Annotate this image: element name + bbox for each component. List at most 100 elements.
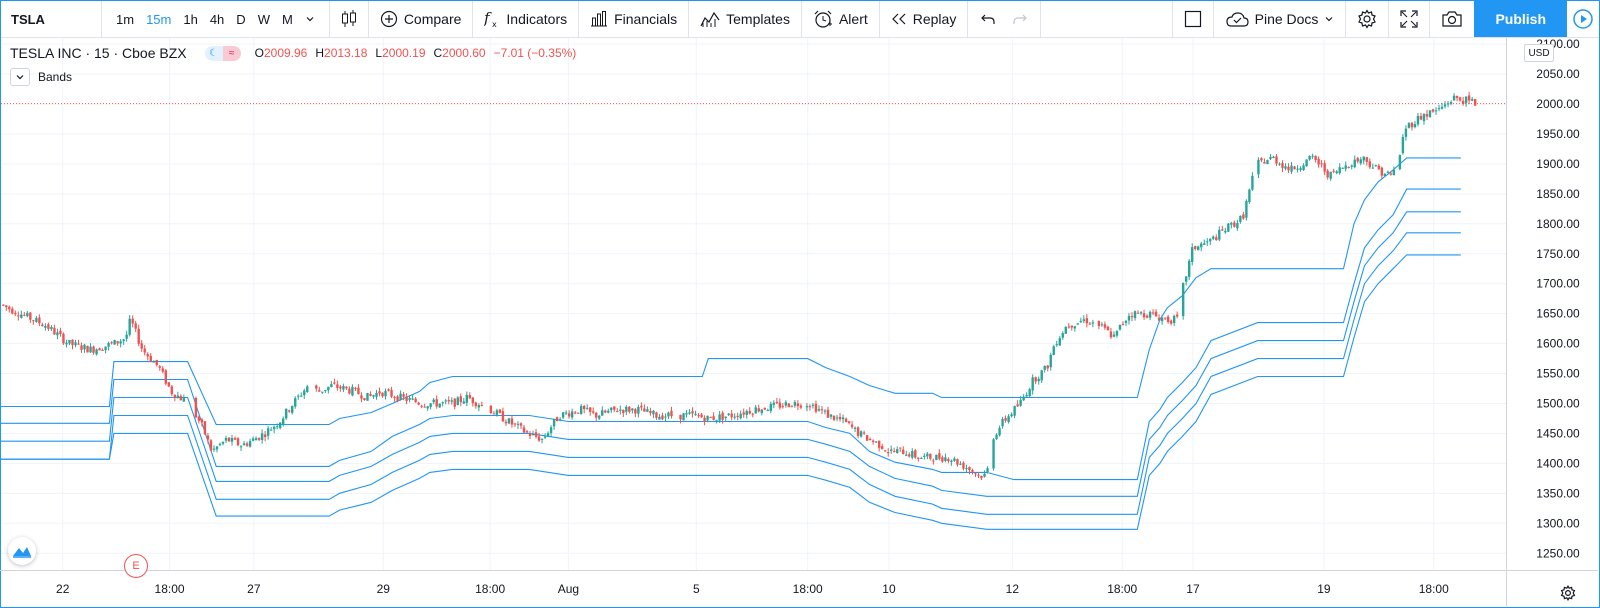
candle xyxy=(682,412,685,421)
candle xyxy=(977,472,980,479)
candle xyxy=(1473,98,1477,107)
redo-button[interactable] xyxy=(1004,1,1040,37)
series-title[interactable]: TESLA INC · 15 · Cboe BZX xyxy=(10,45,187,61)
candle xyxy=(1230,221,1233,229)
candle xyxy=(119,338,122,348)
interval-15m[interactable]: 15m xyxy=(146,11,172,27)
interval-4h[interactable]: 4h xyxy=(209,11,225,27)
candle xyxy=(390,386,393,399)
candle xyxy=(1194,245,1197,251)
earnings-marker[interactable]: E xyxy=(124,554,148,578)
interval-d[interactable]: D xyxy=(236,11,246,27)
candle xyxy=(730,409,733,421)
symbol-search[interactable]: TSLA xyxy=(11,11,45,27)
band-line-1 xyxy=(1,157,1461,426)
snapshot-button[interactable] xyxy=(1430,1,1474,37)
candle xyxy=(649,407,652,416)
fullscreen-button[interactable] xyxy=(1389,1,1429,37)
chevron-down-icon[interactable] xyxy=(299,12,321,27)
candle xyxy=(131,315,134,328)
candle xyxy=(1299,166,1302,172)
candle xyxy=(215,445,219,453)
x-tick-label: 18:00 xyxy=(475,582,505,596)
candle xyxy=(1245,199,1248,221)
interval-1h[interactable]: 1h xyxy=(183,11,198,27)
y-tick-label: 1900.00 xyxy=(1536,157,1580,171)
y-tick-label: 2000.00 xyxy=(1536,97,1580,111)
time-axis: 22 18:00 27 29 18:00 Aug 5 18:00 10 12 18:00 17 19 18… xyxy=(0,570,1598,596)
publish-button[interactable]: Publish xyxy=(1474,1,1567,37)
candle xyxy=(944,453,947,463)
candle xyxy=(146,352,149,361)
candle xyxy=(179,394,183,401)
candle xyxy=(1184,276,1188,286)
collapse-legend-button[interactable] xyxy=(10,68,30,86)
scale-settings-button[interactable] xyxy=(1560,585,1576,606)
compare-button[interactable]: Compare xyxy=(369,1,473,37)
candle xyxy=(841,414,845,424)
alert-button[interactable]: Alert xyxy=(802,1,879,37)
candle xyxy=(1145,314,1149,319)
replay-button[interactable]: Replay xyxy=(880,1,968,37)
candle xyxy=(865,434,869,441)
layout-button[interactable] xyxy=(1173,1,1213,37)
redo-icon xyxy=(1012,12,1028,26)
currency-label[interactable]: USD xyxy=(1524,44,1554,62)
y-tick-label: 2050.00 xyxy=(1536,67,1580,81)
candle xyxy=(679,414,682,424)
candle xyxy=(1076,323,1080,325)
candle xyxy=(1224,227,1227,234)
candle xyxy=(1010,412,1013,418)
candle xyxy=(1019,396,1022,407)
interval-1m[interactable]: 1m xyxy=(116,11,135,27)
templates-label: Templates xyxy=(726,11,790,27)
settings-button[interactable] xyxy=(1346,1,1388,37)
alarm-clock-icon xyxy=(813,9,833,29)
candle xyxy=(8,305,11,313)
candle xyxy=(1172,314,1176,327)
templates-button[interactable]: Templates xyxy=(689,1,801,37)
cloud-icon xyxy=(1225,10,1249,28)
candle xyxy=(375,389,378,400)
price-axis: 1250.00 1300.00 1350.00 1400.00 1450.00 1500.… xyxy=(1506,37,1598,606)
gear-icon xyxy=(1357,9,1377,29)
candle xyxy=(5,305,8,311)
interval-m[interactable]: M xyxy=(281,11,293,27)
session-toggles[interactable]: ☾ ≈ xyxy=(204,45,241,61)
candle xyxy=(1368,158,1371,169)
candle xyxy=(1263,158,1266,164)
candle xyxy=(300,392,303,397)
pine-docs-button[interactable]: Pine Docs xyxy=(1214,1,1346,37)
candle xyxy=(1016,400,1019,408)
undo-button[interactable] xyxy=(968,1,1004,37)
candle xyxy=(402,391,405,401)
candle xyxy=(260,429,264,444)
study-name[interactable]: Bands xyxy=(38,70,73,84)
y-tick-label: 1450.00 xyxy=(1536,426,1580,440)
candle xyxy=(1088,321,1092,325)
financials-button[interactable]: Financials xyxy=(579,1,688,37)
candle xyxy=(610,407,613,413)
play-button[interactable] xyxy=(1567,1,1599,37)
tradingview-logo-icon[interactable] xyxy=(8,537,36,565)
y-tick-label: 1400.00 xyxy=(1536,456,1580,470)
candle xyxy=(1398,154,1402,171)
candle xyxy=(953,456,956,462)
candle xyxy=(799,403,803,410)
candle xyxy=(971,468,974,475)
chart-style-button[interactable] xyxy=(330,1,368,37)
x-tick-label: 17 xyxy=(1186,582,1200,596)
candle xyxy=(715,419,718,424)
candle xyxy=(206,433,210,444)
candle xyxy=(495,408,499,417)
candle xyxy=(38,314,41,327)
candle xyxy=(1166,314,1170,324)
interval-w[interactable]: W xyxy=(257,11,270,27)
candle xyxy=(366,392,369,401)
x-tick-label: Aug xyxy=(558,582,579,596)
candle xyxy=(35,315,38,323)
candle xyxy=(1359,157,1362,166)
candle xyxy=(607,408,610,414)
